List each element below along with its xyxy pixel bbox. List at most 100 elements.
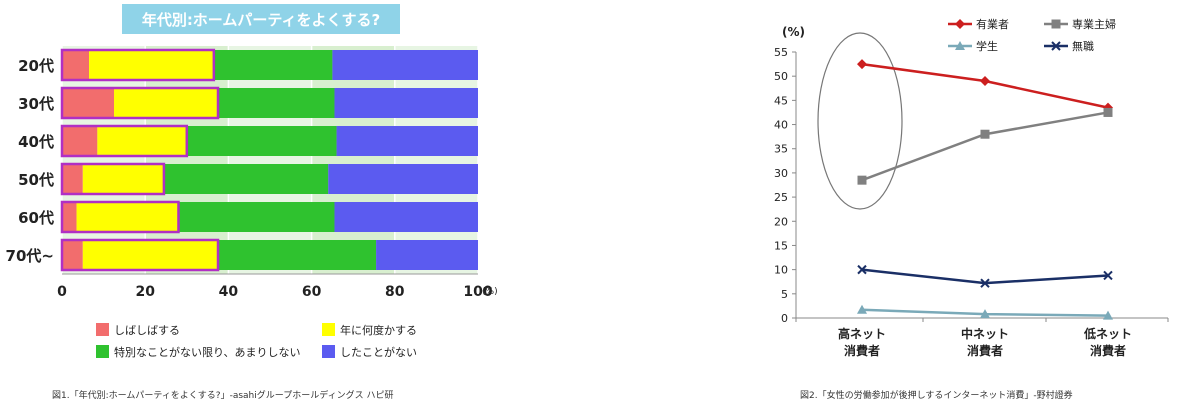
bar-segment xyxy=(334,202,478,232)
age-group-party-chart: 年代別:ホームパーティをよくする? 20代 30代 40代 50代 60代 70代~ 0 20 4… xyxy=(0,0,520,405)
grid-band xyxy=(311,46,395,274)
x-category-line: 消費者 xyxy=(844,343,880,358)
legend-item: 年に何度かする xyxy=(322,323,417,337)
title-banner xyxy=(122,4,400,34)
legend-label: 学生 xyxy=(976,39,998,53)
series-line xyxy=(857,107,1113,185)
y-tick-label: 45 xyxy=(774,94,788,107)
bar-segment xyxy=(336,126,478,156)
data-point xyxy=(1103,107,1113,117)
y-tick-label: 20 xyxy=(774,215,788,228)
bar-highlight-outline xyxy=(60,200,180,234)
x-category-line: 消費者 xyxy=(967,343,1003,358)
chart-title: 年代別:ホームパーティをよくする? xyxy=(122,4,400,34)
right-figure-caption: 図2.「女性の労働参加が後押しするインターネット消費」-野村證券 xyxy=(800,391,1073,401)
legend-label: したことがない xyxy=(340,345,417,359)
bar-highlight-outline xyxy=(60,48,216,82)
bar-segment xyxy=(62,164,83,194)
legend-swatch xyxy=(322,345,335,358)
highlight-ellipse xyxy=(817,32,903,210)
title-text: 年代別:ホームパーティをよくする? xyxy=(142,11,380,29)
bar-segment xyxy=(62,50,90,80)
marker-stroke xyxy=(1103,270,1113,281)
x-tick-label: 100 xyxy=(463,284,492,300)
data-point xyxy=(857,264,867,275)
legend-label: 専業主婦 xyxy=(1072,17,1116,31)
x-tick-label: 60 xyxy=(302,284,322,300)
bar-segment xyxy=(178,202,335,232)
legend-item: しばしばする xyxy=(96,323,180,337)
y-tick-label: 30 xyxy=(774,167,788,180)
legend-item: したことがない xyxy=(322,345,417,359)
series-line xyxy=(857,264,1113,288)
data-point xyxy=(1051,41,1061,51)
legend-swatch xyxy=(96,345,109,358)
x-category-label: 中ネット消費者 xyxy=(961,326,1009,358)
x-category-line: 消費者 xyxy=(1090,343,1126,358)
marker-stroke xyxy=(1051,41,1061,51)
bar-highlight-outline xyxy=(60,124,189,158)
bar-segment xyxy=(76,202,179,232)
x-category-line: 中ネット xyxy=(961,326,1009,341)
legend-label: 年に何度かする xyxy=(340,323,417,337)
data-point xyxy=(980,129,990,139)
data-point xyxy=(857,175,867,185)
data-point xyxy=(955,19,965,29)
category-label: 50代 xyxy=(18,171,54,189)
data-point xyxy=(857,304,867,314)
legend-swatch xyxy=(96,323,109,336)
net-consumer-line-chart: 0 5 10 15 20 25 30 35 40 45 50 55 (%) 高ネット消費者 中ネット消費者低… xyxy=(720,0,1200,405)
bar-segment xyxy=(163,164,329,194)
y-unit-label: (%) xyxy=(782,25,805,39)
y-tick-label: 50 xyxy=(774,70,788,83)
plot-background xyxy=(62,46,478,274)
data-point xyxy=(1103,270,1113,281)
x-category-line: 低ネット xyxy=(1083,326,1132,341)
legend-label: 特別なことがない限り、あまりしない xyxy=(114,345,301,359)
x-tick-label: 20 xyxy=(135,284,155,300)
category-label: 40代 xyxy=(18,133,54,151)
legend-swatch xyxy=(322,323,335,336)
bar-segment xyxy=(334,88,478,118)
y-tick-label: 10 xyxy=(774,264,788,277)
data-point xyxy=(980,278,990,288)
series-line xyxy=(857,304,1113,320)
stacked-bar-chart: 年代別:ホームパーティをよくする? 20代 30代 40代 50代 60代 70代~ 0 20 4… xyxy=(6,4,498,359)
x-category-label: 高ネット消費者 xyxy=(838,326,886,358)
x-tick-label: 80 xyxy=(385,284,405,300)
legend-item: 無職 xyxy=(1044,39,1094,53)
legend-label: 有業者 xyxy=(976,17,1009,31)
y-tick-label: 25 xyxy=(774,191,788,204)
x-unit-label: (%) xyxy=(482,287,498,297)
bar-segment xyxy=(89,50,214,80)
left-figure-caption: 図1.「年代別:ホームパーティをよくする?」-asahiグループホールディングス… xyxy=(52,391,394,401)
bar-segment xyxy=(82,164,164,194)
bar-segment xyxy=(186,126,337,156)
marker-stroke xyxy=(980,278,990,288)
bar-segment xyxy=(114,88,218,118)
legend-item: 専業主婦 xyxy=(1044,17,1116,31)
y-tick-label: 40 xyxy=(774,119,788,132)
bar-segment xyxy=(218,240,377,270)
category-label: 30代 xyxy=(18,95,54,113)
bar-highlight-outline xyxy=(60,162,166,196)
x-category-line: 高ネット xyxy=(838,326,886,341)
series-path xyxy=(861,111,1109,182)
bar-segment xyxy=(62,88,114,118)
legend-item: 学生 xyxy=(948,39,998,53)
y-tick-label: 0 xyxy=(781,312,788,325)
data-point xyxy=(857,59,867,70)
bar-highlight-outline xyxy=(60,86,220,120)
bar-segment xyxy=(82,240,218,270)
legend-item: 有業者 xyxy=(948,17,1009,31)
x-tick-label: 0 xyxy=(57,284,67,300)
category-label: 20代 xyxy=(18,57,54,75)
bar-segment xyxy=(332,50,478,80)
grid-band xyxy=(145,46,229,274)
bar-segment xyxy=(62,240,83,270)
x-category-label: 低ネット消費者 xyxy=(1083,326,1132,358)
legend-label: しばしばする xyxy=(114,324,180,337)
series-path xyxy=(861,268,1109,285)
series-line xyxy=(857,59,1113,113)
bar-segment xyxy=(328,164,478,194)
